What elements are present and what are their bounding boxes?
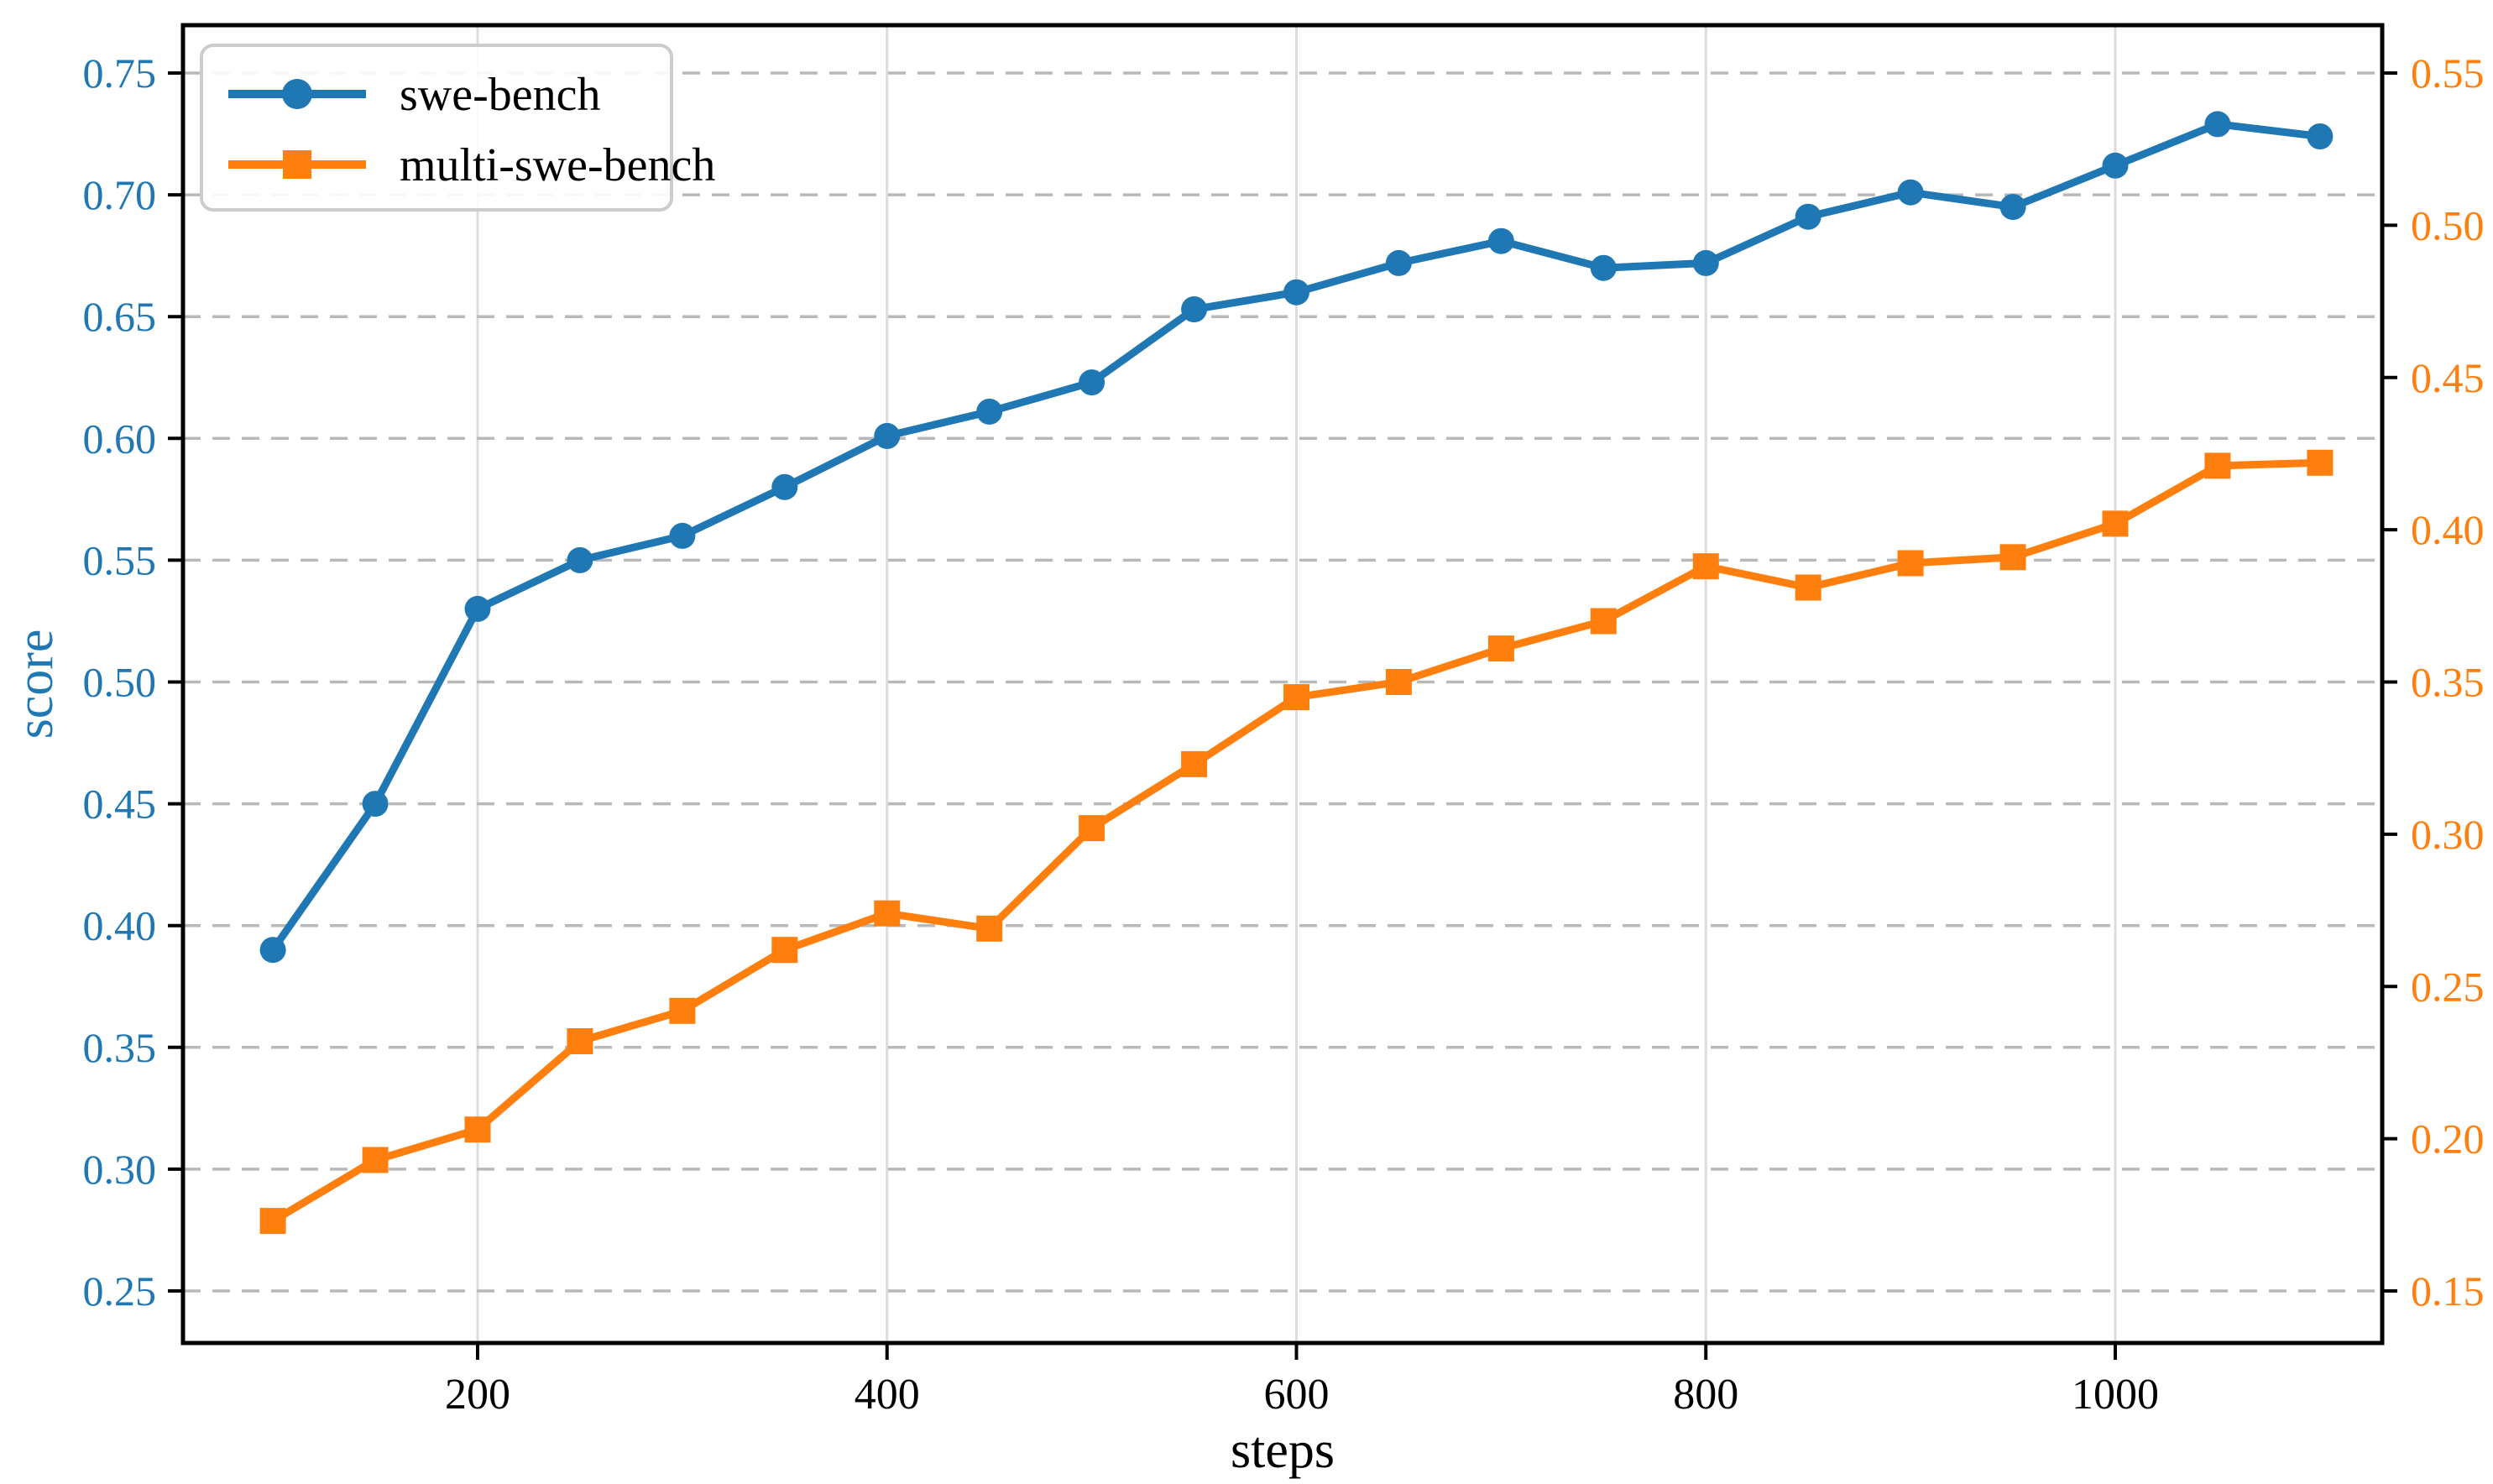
right-tick-label: 0.40: [2411, 506, 2485, 553]
data-point-swe-bench: [2102, 152, 2129, 179]
legend: swe-bench multi-swe-bench: [200, 44, 715, 212]
data-point-swe-bench: [567, 546, 593, 573]
data-point-swe-bench: [1692, 249, 1719, 276]
data-point-multi-swe-bench: [2307, 449, 2334, 476]
vertical-gridlines: [476, 25, 2117, 1343]
legend-label-swe-bench: swe-bench: [400, 69, 600, 121]
data-point-multi-swe-bench: [1181, 750, 1208, 777]
data-point-swe-bench: [1079, 369, 1105, 396]
data-point-swe-bench: [1283, 279, 1309, 306]
legend-label-multi-swe-bench: multi-swe-bench: [400, 139, 715, 191]
data-point-multi-swe-bench: [1795, 574, 1821, 601]
data-point-swe-bench: [1897, 179, 1924, 206]
series-layer: [259, 111, 2334, 1235]
data-point-multi-swe-bench: [2204, 452, 2231, 479]
legend-entry-multi-swe-bench: multi-swe-bench: [228, 139, 715, 191]
data-point-multi-swe-bench: [362, 1147, 389, 1173]
data-point-swe-bench: [771, 473, 798, 500]
data-point-multi-swe-bench: [567, 1028, 593, 1054]
data-point-swe-bench: [464, 595, 491, 622]
right-tick-label: 0.35: [2411, 659, 2485, 706]
x-tick-label: 800: [1673, 1371, 1738, 1419]
data-point-multi-swe-bench: [874, 900, 901, 927]
data-point-swe-bench: [669, 522, 696, 549]
data-point-swe-bench: [2307, 123, 2334, 149]
horizontal-gridlines: [183, 71, 2382, 1293]
left-tick-label: 0.45: [83, 781, 157, 828]
left-tick-label: 0.40: [83, 902, 157, 949]
right-tick-label: 0.30: [2411, 811, 2485, 858]
left-tick-label: 0.30: [83, 1146, 157, 1193]
data-point-multi-swe-bench: [1692, 553, 1719, 580]
data-point-swe-bench: [1385, 249, 1412, 276]
data-point-multi-swe-bench: [1283, 684, 1309, 711]
x-tick-label: 1000: [2072, 1371, 2159, 1419]
right-tick-label: 0.25: [2411, 963, 2485, 1010]
plot-frame: [180, 23, 2385, 1346]
data-point-multi-swe-bench: [259, 1208, 286, 1235]
left-tick-label: 0.65: [83, 293, 157, 340]
left-tick-label: 0.75: [83, 50, 157, 97]
data-point-multi-swe-bench: [2102, 510, 2129, 537]
data-point-multi-swe-bench: [1999, 544, 2026, 571]
legend-entry-swe-bench: swe-bench: [228, 69, 600, 121]
data-point-multi-swe-bench: [1590, 608, 1617, 635]
data-point-swe-bench: [1181, 296, 1208, 322]
data-point-swe-bench: [259, 937, 286, 964]
right-tick-label: 0.55: [2411, 50, 2485, 97]
data-point-multi-swe-bench: [976, 915, 1003, 942]
data-point-swe-bench: [976, 398, 1003, 425]
data-point-multi-swe-bench: [669, 997, 696, 1024]
data-point-multi-swe-bench: [771, 937, 798, 964]
right-tick-label: 0.15: [2411, 1267, 2485, 1314]
data-point-multi-swe-bench: [1385, 669, 1412, 695]
left-tick-label: 0.35: [83, 1024, 157, 1071]
data-point-multi-swe-bench: [1079, 815, 1105, 842]
data-point-swe-bench: [1795, 203, 1821, 230]
left-tick-label: 0.25: [83, 1267, 157, 1314]
data-point-swe-bench: [1999, 194, 2026, 221]
legend-square-marker-icon: [283, 150, 311, 179]
right-tick-label: 0.50: [2411, 201, 2485, 248]
left-tick-label: 0.60: [83, 415, 157, 462]
x-axis-title: steps: [1231, 1422, 1335, 1479]
x-tick-label: 400: [855, 1371, 920, 1419]
right-tick-label: 0.20: [2411, 1116, 2485, 1163]
data-point-swe-bench: [362, 791, 389, 818]
data-point-swe-bench: [874, 422, 901, 449]
ticks-layer: 0.75 0.70 0.65 0.60 0.55 0.50 0.45 0.40 0.35 0.30…: [83, 50, 2485, 1419]
left-axis-title: score: [7, 630, 64, 739]
legend-circle-marker-icon: [282, 79, 312, 109]
x-tick-label: 200: [445, 1371, 510, 1419]
left-tick-label: 0.70: [83, 171, 157, 218]
left-tick-label: 0.50: [83, 659, 157, 706]
x-tick-label: 600: [1264, 1371, 1330, 1419]
left-tick-label: 0.55: [83, 536, 157, 583]
data-point-multi-swe-bench: [464, 1116, 491, 1143]
data-point-swe-bench: [2204, 111, 2231, 138]
data-point-swe-bench: [1590, 254, 1617, 281]
data-point-multi-swe-bench: [1487, 635, 1514, 662]
data-point-swe-bench: [1487, 227, 1514, 254]
right-tick-label: 0.45: [2411, 354, 2485, 401]
data-point-multi-swe-bench: [1897, 550, 1924, 577]
